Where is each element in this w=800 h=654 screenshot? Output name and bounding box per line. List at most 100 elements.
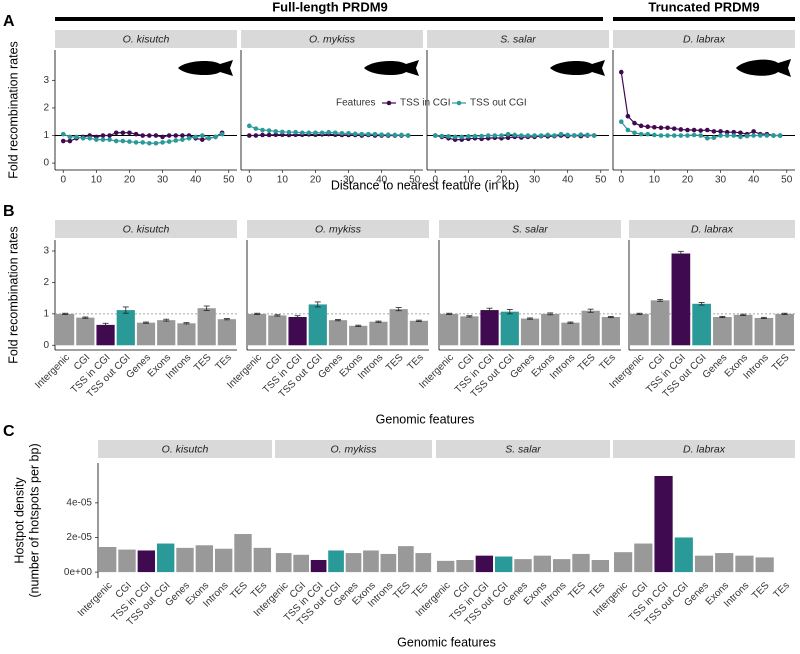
- bar: [116, 310, 135, 346]
- data-point: [558, 131, 564, 137]
- data-point: [253, 133, 259, 138]
- data-point: [173, 138, 179, 143]
- data-point: [67, 138, 73, 144]
- data-point: [638, 123, 644, 129]
- data-point: [60, 138, 66, 144]
- data-point: [352, 131, 358, 137]
- bar: [118, 549, 136, 573]
- data-point: [665, 133, 670, 138]
- data-point: [127, 130, 132, 136]
- strip-label: S. salar: [500, 33, 536, 45]
- data-point: [273, 129, 279, 134]
- bar: [713, 317, 732, 346]
- data-point: [731, 133, 737, 138]
- data-point: [658, 133, 664, 138]
- bar: [634, 543, 653, 573]
- x-tick-label: 20: [496, 175, 508, 186]
- data-point: [107, 133, 112, 138]
- data-point: [698, 128, 703, 133]
- x-tick-label: 10: [649, 175, 661, 186]
- bar: [440, 313, 459, 346]
- strip: [436, 440, 610, 458]
- strip-label: D. labrax: [683, 443, 726, 455]
- strip-label: O. mykiss: [330, 443, 377, 455]
- bar: [775, 313, 794, 346]
- x-tick-label: 30: [343, 175, 355, 186]
- data-point: [313, 130, 318, 136]
- data-point: [585, 132, 590, 138]
- data-point: [505, 135, 511, 141]
- data-point: [180, 137, 185, 142]
- bar: [601, 317, 620, 346]
- data-point: [153, 140, 159, 146]
- data-point: [565, 132, 570, 138]
- data-point: [519, 133, 524, 138]
- bar: [754, 317, 774, 346]
- x-tick-label: Intergenic: [76, 580, 115, 619]
- data-point: [107, 137, 112, 142]
- bar: [248, 313, 267, 346]
- data-point: [632, 130, 637, 136]
- data-point: [652, 124, 657, 130]
- data-point: [60, 131, 66, 137]
- data-point: [359, 131, 365, 137]
- data-point: [153, 133, 159, 138]
- strip: [241, 30, 423, 48]
- x-tick-label: 30: [529, 175, 541, 186]
- data-point: [100, 137, 106, 142]
- x-tick-label: 20: [124, 175, 136, 186]
- strip: [55, 30, 237, 48]
- strip-label: D. labrax: [683, 33, 726, 45]
- data-point: [326, 129, 331, 135]
- data-point: [532, 133, 537, 138]
- strip: [55, 220, 237, 238]
- strip: [629, 220, 795, 238]
- x-tick-label: 0: [60, 175, 66, 186]
- data-point: [691, 127, 697, 133]
- data-point: [113, 130, 119, 136]
- data-point: [199, 137, 205, 142]
- y-tick-label: 0: [43, 158, 49, 169]
- data-point: [632, 120, 637, 126]
- data-point: [127, 139, 132, 144]
- bar: [456, 559, 474, 573]
- legend-label: TSS out CGI: [470, 98, 527, 109]
- data-point: [193, 134, 198, 140]
- bar: [369, 321, 388, 346]
- data-point: [578, 132, 584, 137]
- x-axis-title: Genomic features: [397, 635, 496, 649]
- y-axis-title: Hostpot density: [12, 477, 26, 564]
- x-tick-label: TES: [770, 352, 792, 374]
- data-point: [293, 129, 298, 135]
- data-point: [266, 132, 272, 138]
- data-point: [273, 132, 279, 137]
- bar: [157, 320, 176, 346]
- x-tick-label: TEs: [772, 580, 792, 600]
- header: Full-length PRDM9: [272, 0, 388, 14]
- header: Truncated PRDM9: [648, 0, 759, 14]
- data-point: [166, 133, 172, 138]
- bar: [310, 559, 327, 573]
- data-point: [718, 129, 723, 134]
- data-point: [744, 133, 750, 139]
- x-tick-label: 30: [715, 175, 727, 186]
- data-point: [459, 134, 465, 140]
- bar: [345, 553, 362, 573]
- strip-label: O. kisutch: [123, 33, 170, 45]
- strip-label: S. salar: [505, 443, 541, 455]
- bar: [694, 555, 714, 573]
- data-point: [691, 132, 697, 138]
- x-tick-label: Intergenic: [33, 352, 72, 391]
- data-point: [652, 132, 657, 138]
- x-tick-label: TES: [750, 580, 772, 602]
- data-point: [74, 134, 79, 140]
- strip-label: S. salar: [512, 223, 548, 235]
- bar: [328, 320, 348, 346]
- data-point: [372, 131, 378, 137]
- data-point: [512, 132, 517, 138]
- data-point: [286, 129, 292, 135]
- legend-point: [456, 100, 462, 106]
- data-point: [87, 135, 93, 141]
- data-point: [113, 138, 119, 144]
- y-tick-label: 2e-05: [66, 532, 92, 543]
